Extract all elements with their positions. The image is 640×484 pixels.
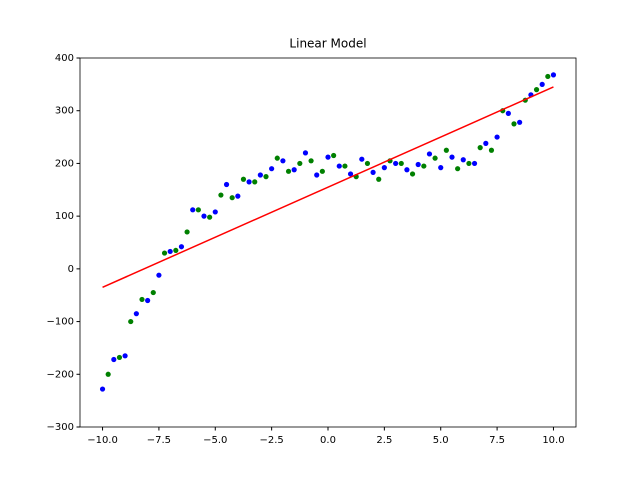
point [443, 147, 449, 153]
y-tick-label: 400 [55, 53, 74, 64]
point [393, 160, 399, 167]
point [325, 154, 331, 160]
y-tick-label: 0 [68, 264, 74, 275]
point [398, 160, 404, 167]
x-tick-label: 7.5 [489, 435, 505, 446]
point [308, 158, 314, 164]
point [432, 155, 438, 161]
point [105, 371, 111, 377]
point [252, 179, 258, 185]
point [212, 209, 218, 215]
point [404, 167, 410, 173]
point [285, 168, 292, 174]
chart-title: Linear Model [289, 37, 366, 51]
point [297, 160, 303, 167]
point [319, 168, 325, 174]
fit-line [102, 86, 554, 288]
point [201, 213, 207, 219]
point [218, 192, 224, 198]
point [223, 181, 230, 188]
point [291, 167, 297, 173]
point [533, 87, 540, 93]
point [263, 174, 269, 180]
point [178, 244, 185, 250]
y-tick-label: 200 [55, 158, 74, 169]
point [539, 81, 545, 87]
point [455, 166, 461, 172]
point [449, 154, 455, 160]
point [477, 145, 483, 151]
point [173, 247, 179, 254]
point [550, 72, 557, 78]
point [471, 160, 478, 167]
y-tick-label: −100 [47, 317, 74, 328]
point [139, 296, 145, 303]
point [302, 150, 309, 156]
point [145, 297, 151, 304]
point [545, 73, 551, 80]
y-tick-label: −200 [47, 369, 74, 380]
point [421, 163, 427, 169]
point [511, 121, 517, 127]
x-tick-label: −10.0 [87, 435, 118, 446]
point [280, 158, 286, 164]
point [359, 156, 365, 162]
point [505, 110, 511, 116]
point [167, 248, 173, 255]
point [381, 165, 387, 171]
point [128, 318, 134, 325]
point [364, 160, 371, 167]
point [257, 172, 263, 178]
point [438, 165, 444, 171]
point [195, 207, 201, 213]
point [336, 163, 342, 169]
point [460, 157, 466, 163]
point [269, 166, 275, 172]
y-tick-label: −300 [47, 422, 74, 433]
point [240, 176, 247, 182]
point [370, 169, 376, 175]
point [190, 207, 196, 213]
y-tick-label: 300 [55, 106, 74, 117]
point [347, 171, 354, 177]
point [133, 311, 139, 317]
point [111, 356, 117, 363]
point [207, 214, 213, 220]
point [488, 147, 495, 153]
x-tick-label: 10.0 [542, 435, 564, 446]
x-tick-label: 0.0 [320, 435, 336, 446]
x-tick-label: −7.5 [147, 435, 171, 446]
point [426, 151, 433, 157]
point [342, 163, 348, 169]
x-tick-label: 5.0 [433, 435, 449, 446]
point [99, 386, 106, 392]
x-tick-label: 2.5 [376, 435, 392, 446]
point [116, 354, 123, 361]
point [517, 119, 523, 125]
point [494, 134, 500, 140]
plot-frame [79, 57, 577, 428]
point [466, 160, 472, 167]
y-tick-label: 100 [55, 211, 74, 222]
x-tick-label: −2.5 [259, 435, 283, 446]
point [409, 171, 416, 177]
point [274, 155, 280, 161]
point [150, 289, 156, 296]
point [331, 152, 337, 159]
point [184, 229, 190, 235]
point [483, 140, 489, 146]
point [246, 179, 252, 185]
point [235, 193, 241, 199]
point [229, 195, 235, 201]
point [161, 250, 168, 256]
point [376, 176, 382, 182]
point [415, 161, 421, 168]
point [122, 353, 128, 359]
point [314, 172, 320, 178]
point [156, 272, 162, 278]
x-tick-label: −5.0 [203, 435, 227, 446]
